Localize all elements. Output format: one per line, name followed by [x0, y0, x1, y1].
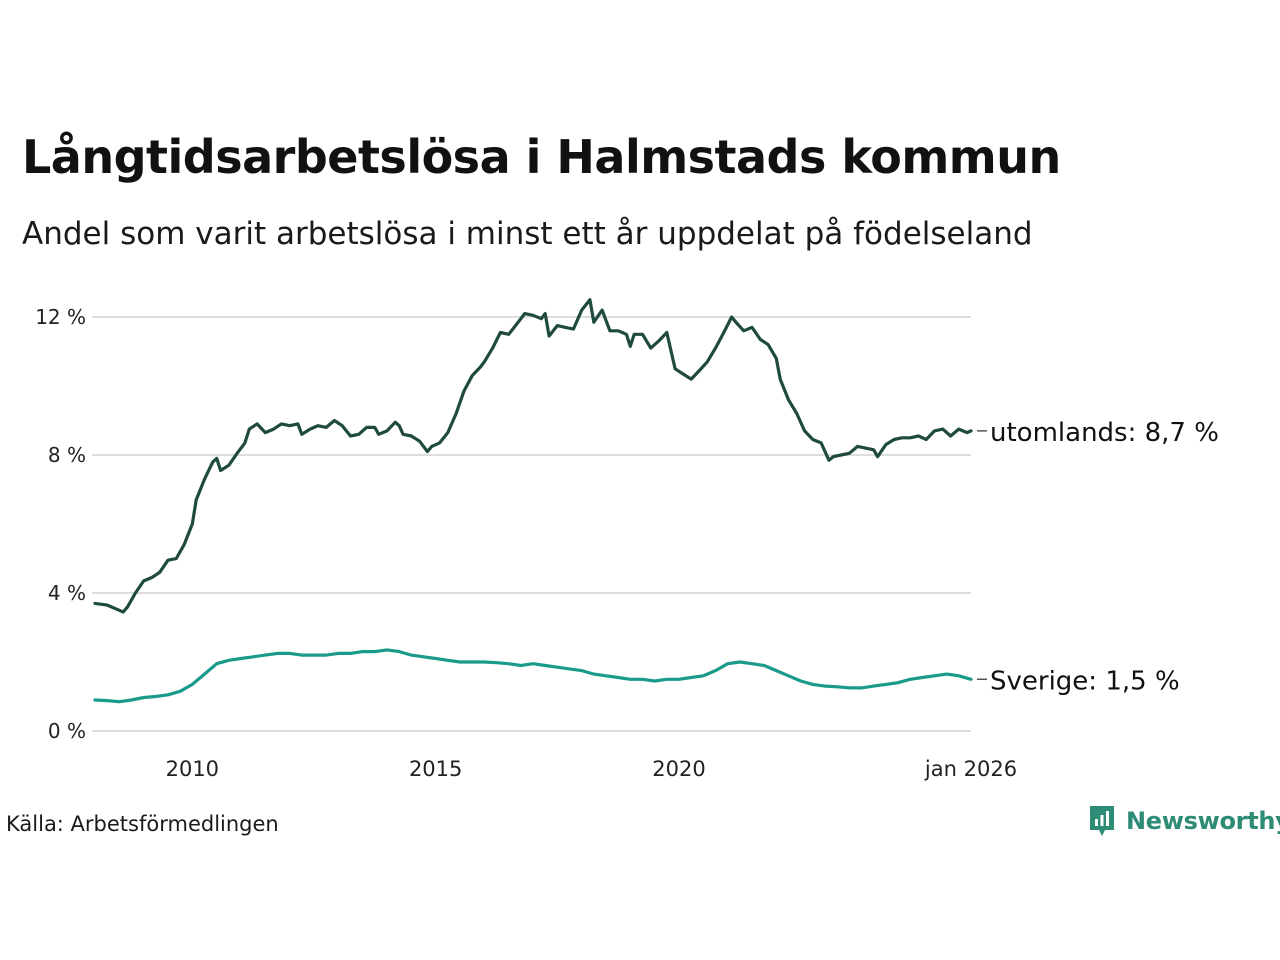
chart-title: Långtidsarbetslösa i Halmstads kommun — [22, 130, 1061, 184]
x-tick-label: 2010 — [166, 757, 219, 781]
y-tick-label: 4 % — [48, 581, 86, 605]
end-labels: utomlands: 8,7 % Sverige: 1,5 % — [977, 418, 1219, 696]
series-lines — [93, 298, 973, 704]
end-label-sverige: Sverige: 1,5 % — [990, 666, 1180, 696]
grid-lines — [92, 316, 971, 732]
chart-subtitle: Andel som varit arbetslösa i minst ett å… — [22, 216, 1033, 252]
brand-name: Newsworthy — [1126, 807, 1280, 835]
y-tick-label: 0 % — [48, 719, 86, 743]
newsworthy-logo-icon — [1090, 806, 1114, 836]
x-axis-ticks: 2010 2015 2020 jan 2026 — [166, 757, 1017, 781]
x-tick-label: 2020 — [652, 757, 705, 781]
end-label-utomlands: utomlands: 8,7 % — [990, 418, 1219, 448]
x-tick-label: jan 2026 — [924, 757, 1017, 781]
y-tick-label: 12 % — [35, 305, 86, 329]
y-tick-label: 8 % — [48, 443, 86, 467]
series-line-utomlands — [93, 298, 973, 614]
y-axis-ticks: 0 % 4 % 8 % 12 % — [35, 305, 86, 743]
x-tick-label: 2015 — [409, 757, 462, 781]
brand-logo: Newsworthy — [1088, 804, 1280, 838]
series-line-sverige — [93, 648, 973, 704]
source-note: Källa: Arbetsförmedlingen — [6, 812, 279, 836]
